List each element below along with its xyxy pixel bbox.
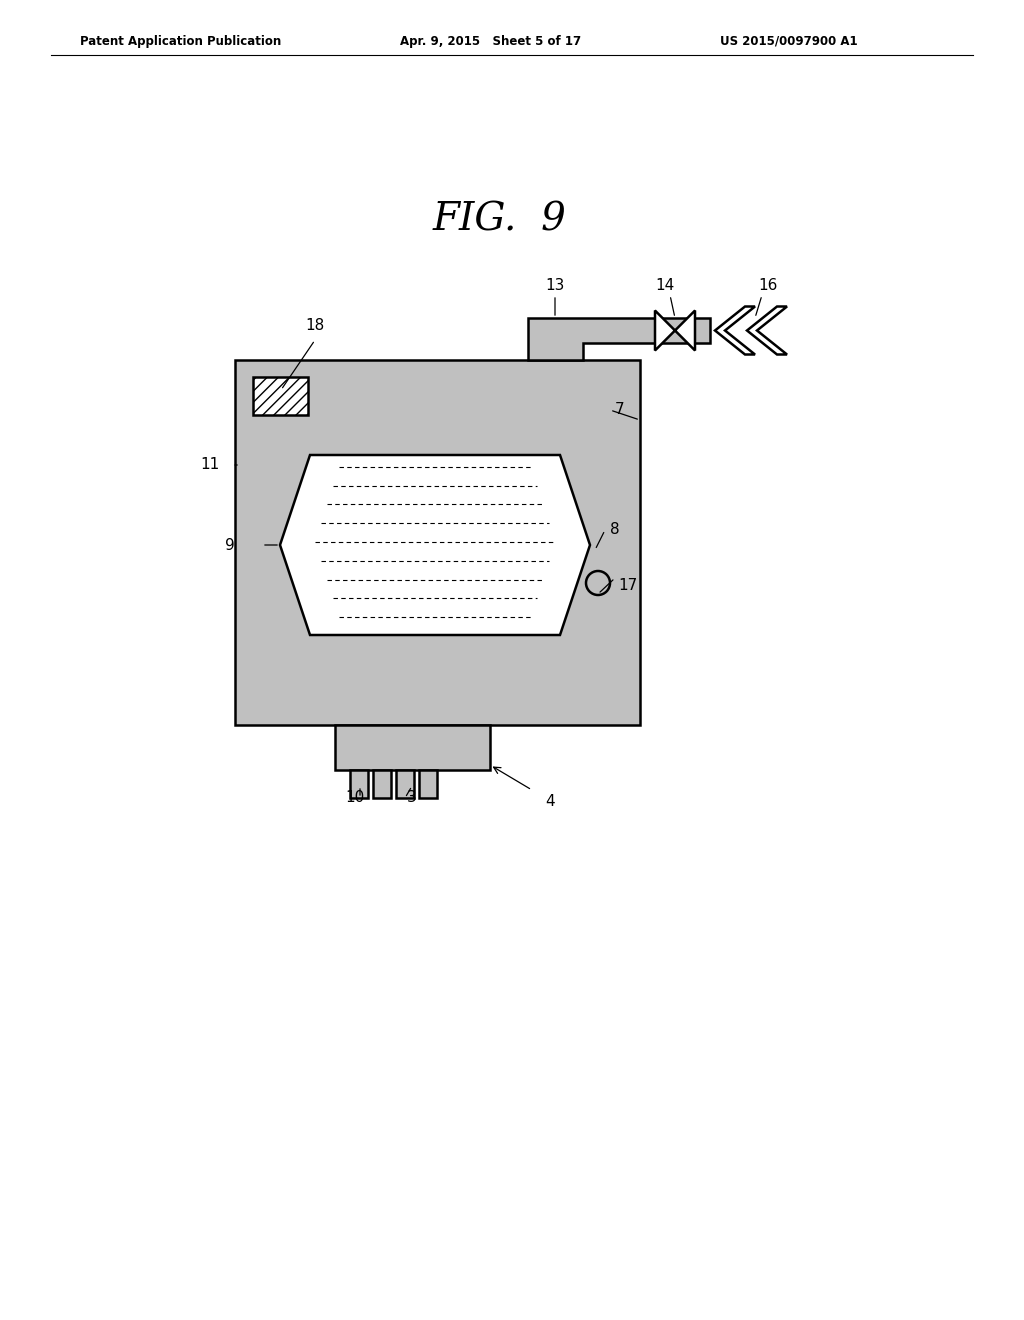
Text: US 2015/0097900 A1: US 2015/0097900 A1	[720, 36, 858, 48]
Text: 17: 17	[618, 578, 638, 593]
Text: 3: 3	[408, 791, 417, 805]
Text: 7: 7	[615, 403, 625, 417]
Bar	[253, 378, 308, 414]
Bar	[234, 360, 640, 725]
Text: 4: 4	[545, 795, 555, 809]
Text: 9: 9	[225, 537, 234, 553]
Text: 10: 10	[345, 791, 365, 805]
Text: 14: 14	[655, 277, 675, 293]
Bar	[350, 770, 368, 799]
Text: Patent Application Publication: Patent Application Publication	[80, 36, 282, 48]
Bar	[396, 770, 414, 799]
Text: 16: 16	[759, 277, 777, 293]
Polygon shape	[746, 306, 787, 355]
Circle shape	[586, 572, 610, 595]
Bar	[419, 770, 437, 799]
Text: 13: 13	[546, 277, 564, 293]
Polygon shape	[715, 306, 755, 355]
Text: 11: 11	[201, 458, 219, 473]
Bar	[335, 725, 490, 770]
Text: 18: 18	[305, 318, 325, 333]
Polygon shape	[528, 318, 710, 360]
Text: 8: 8	[610, 523, 620, 537]
Bar	[373, 770, 391, 799]
Text: Apr. 9, 2015   Sheet 5 of 17: Apr. 9, 2015 Sheet 5 of 17	[400, 36, 582, 48]
Polygon shape	[655, 310, 695, 351]
Text: FIG.  9: FIG. 9	[433, 202, 567, 239]
Polygon shape	[280, 455, 590, 635]
